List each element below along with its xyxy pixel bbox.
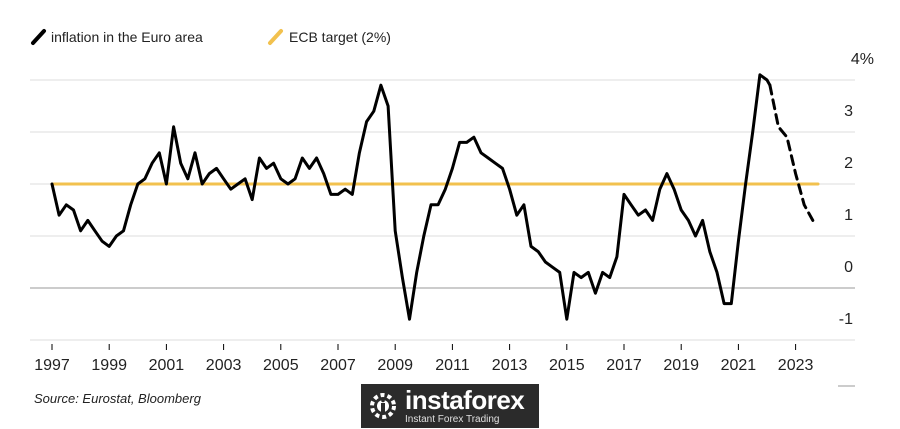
x-tick-label: 2013 [492, 357, 528, 374]
series-line-inflation-projection [768, 83, 815, 222]
x-tick-label: 2007 [320, 357, 356, 374]
x-tick-label: 1997 [34, 357, 70, 374]
x-tick-label: 2005 [263, 357, 299, 374]
legend-label-target: ECB target (2%) [289, 29, 391, 45]
x-axis-ticks: 1997 1999 2001 2003 2005 2007 2009 2011 2013 2015… [34, 344, 813, 374]
instaforex-logo-icon [367, 390, 399, 422]
watermark: instaforex Instant Forex Trading [361, 384, 539, 428]
y-tick-label: 1 [844, 207, 853, 224]
legend-label-inflation: inflation in the Euro area [51, 29, 203, 45]
y-tick-label: 2 [844, 155, 853, 172]
y-tick-label: 3 [844, 103, 853, 120]
watermark-name: instaforex [405, 385, 525, 415]
x-tick-label: 1999 [91, 357, 127, 374]
legend-swatch-target [268, 29, 283, 45]
y-tick-label: 0 [844, 259, 853, 276]
x-tick-label: 2023 [778, 357, 814, 374]
y-tick-label: -1 [839, 311, 853, 328]
x-tick-label: 2021 [721, 357, 757, 374]
x-tick-label: 2019 [663, 357, 699, 374]
y-tick-label: 4% [851, 51, 874, 68]
source-note: Source: Eurostat, Bloomberg [34, 391, 201, 406]
x-tick-label: 2003 [206, 357, 242, 374]
series-layer [50, 73, 820, 321]
watermark-tagline: Instant Forex Trading [405, 414, 500, 425]
legend: inflation in the Euro area ECB target (2… [31, 29, 391, 45]
x-tick-label: 2017 [606, 357, 642, 374]
x-tick-label: 2009 [377, 357, 413, 374]
grid [30, 79, 855, 387]
y-axis-ticks: 4% 3 2 1 0 -1 [839, 51, 874, 328]
series-line-inflation [50, 73, 772, 321]
x-tick-label: 2001 [149, 357, 185, 374]
legend-swatch-inflation [31, 29, 46, 45]
x-tick-label: 2011 [435, 357, 470, 374]
x-tick-label: 2015 [549, 357, 585, 374]
